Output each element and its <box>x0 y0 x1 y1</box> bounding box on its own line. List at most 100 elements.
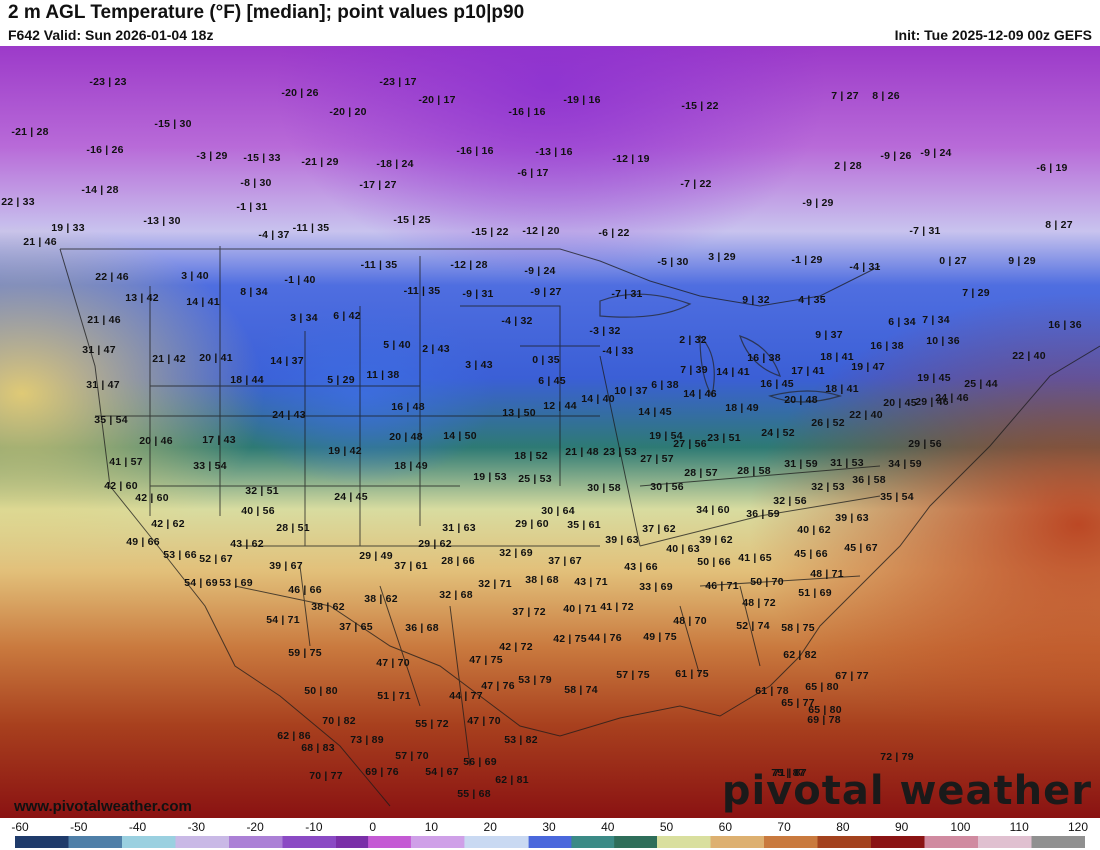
point-value: 24 | 45 <box>334 491 368 503</box>
point-value: 52 | 74 <box>736 620 770 632</box>
point-value: -6 | 22 <box>598 227 630 239</box>
colorbar-segment <box>817 836 872 848</box>
point-value: 14 | 41 <box>186 296 220 308</box>
point-value: 62 | 86 <box>277 730 311 742</box>
colorbar-segment <box>229 836 283 848</box>
point-value: 50 | 66 <box>697 556 731 568</box>
point-value: 19 | 33 <box>51 222 85 234</box>
point-value: 57 | 75 <box>616 669 650 681</box>
point-value: 9 | 37 <box>815 329 843 341</box>
point-value: -15 | 22 <box>681 100 719 112</box>
point-value: -9 | 24 <box>920 147 952 159</box>
point-value: -9 | 27 <box>530 286 562 298</box>
point-value: 35 | 61 <box>567 519 601 531</box>
point-value: 22 | 46 <box>95 271 129 283</box>
point-value: 48 | 70 <box>673 615 707 627</box>
point-value: 47 | 75 <box>469 654 503 666</box>
point-value: 44 | 77 <box>449 690 483 702</box>
point-value: -1 | 31 <box>236 201 268 213</box>
point-value: 43 | 62 <box>230 538 264 550</box>
point-value: 29 | 60 <box>515 518 549 530</box>
point-value: 37 | 65 <box>339 621 373 633</box>
point-value: -15 | 33 <box>243 152 281 164</box>
point-value: 42 | 60 <box>104 480 138 492</box>
point-value: -14 | 28 <box>81 184 119 196</box>
point-value: 32 | 71 <box>478 578 512 590</box>
point-value: 41 | 57 <box>109 456 143 468</box>
point-value: -11 | 35 <box>360 259 398 271</box>
point-value: 18 | 41 <box>820 351 854 363</box>
legend-tick: -30 <box>187 820 205 834</box>
point-value: 42 | 75 <box>553 633 587 645</box>
valid-time: F642 Valid: Sun 2026-01-04 18z <box>8 27 214 43</box>
point-value: 47 | 70 <box>467 715 501 727</box>
point-value: 53 | 69 <box>219 577 253 589</box>
point-value: 54 | 71 <box>266 614 300 626</box>
point-value: 35 | 54 <box>94 414 128 426</box>
point-value: 19 | 53 <box>473 471 507 483</box>
point-value: 6 | 34 <box>888 316 916 328</box>
legend-tick: 70 <box>777 820 791 834</box>
colorbar-segment <box>282 836 337 848</box>
point-value: 22 | 33 <box>1 196 35 208</box>
point-value: 14 | 41 <box>716 366 750 378</box>
point-value: 16 | 45 <box>760 378 794 390</box>
point-value: -1 | 29 <box>791 254 823 266</box>
point-value: -12 | 19 <box>612 153 650 165</box>
point-value: -9 | 29 <box>802 197 834 209</box>
point-value: 50 | 80 <box>304 685 338 697</box>
point-value: 16 | 48 <box>391 401 425 413</box>
point-value: 6 | 45 <box>538 375 566 387</box>
point-value: 49 | 75 <box>643 631 677 643</box>
point-value: 43 | 66 <box>624 561 658 573</box>
point-value: 45 | 67 <box>844 542 878 554</box>
point-value: 61 | 75 <box>675 668 709 680</box>
colorbar-segment <box>571 836 615 848</box>
point-value: -13 | 30 <box>143 215 181 227</box>
point-value: -6 | 17 <box>517 167 549 179</box>
point-value: 8 | 34 <box>240 286 268 298</box>
point-value: 23 | 53 <box>603 446 637 458</box>
point-value: 32 | 53 <box>811 481 845 493</box>
point-value: 24 | 46 <box>935 392 969 404</box>
point-value: 54 | 67 <box>425 766 459 778</box>
point-value: -4 | 32 <box>501 315 533 327</box>
point-value: -12 | 20 <box>522 225 560 237</box>
legend-tick: -60 <box>11 820 29 834</box>
legend-tick: 10 <box>424 820 439 834</box>
point-value: -4 | 37 <box>258 229 290 241</box>
point-value: 32 | 51 <box>245 485 279 497</box>
point-value: 7 | 27 <box>831 90 859 102</box>
brand-logo: pivotal weather <box>721 768 1092 814</box>
point-value: 42 | 72 <box>499 641 533 653</box>
point-value: 26 | 52 <box>811 417 845 429</box>
point-value: 7 | 39 <box>680 364 708 376</box>
point-value: 73 | 89 <box>350 734 384 746</box>
point-value: 58 | 75 <box>781 622 815 634</box>
colorbar-segment <box>764 836 818 848</box>
point-value: 41 | 72 <box>600 601 634 613</box>
point-value: 28 | 51 <box>276 522 310 534</box>
point-value: 4 | 35 <box>798 294 826 306</box>
point-value: 30 | 64 <box>541 505 575 517</box>
point-value: 49 | 66 <box>126 536 160 548</box>
point-value: 29 | 49 <box>359 550 393 562</box>
point-value: 59 | 75 <box>288 647 322 659</box>
point-value: 20 | 48 <box>784 394 818 406</box>
temperature-map[interactable]: -23 | 23 -20 | 26 -23 | 17 -20 | 17 -19 | 16… <box>0 46 1100 818</box>
legend-tick: 60 <box>718 820 733 834</box>
point-value: 62 | 82 <box>783 649 817 661</box>
point-value: 21 | 46 <box>87 314 121 326</box>
point-value: 19 | 42 <box>328 445 362 457</box>
point-value: 40 | 71 <box>563 603 597 615</box>
point-value: 68 | 83 <box>301 742 335 754</box>
point-value: 6 | 42 <box>333 310 361 322</box>
point-value: 46 | 71 <box>705 580 739 592</box>
point-value: 70 | 77 <box>309 770 343 782</box>
map-background <box>0 46 1100 818</box>
point-value: 24 | 43 <box>272 409 306 421</box>
point-value: -4 | 31 <box>849 261 881 273</box>
point-value: 38 | 62 <box>364 593 398 605</box>
point-value: 14 | 40 <box>581 393 615 405</box>
legend-tick: 20 <box>483 820 497 834</box>
